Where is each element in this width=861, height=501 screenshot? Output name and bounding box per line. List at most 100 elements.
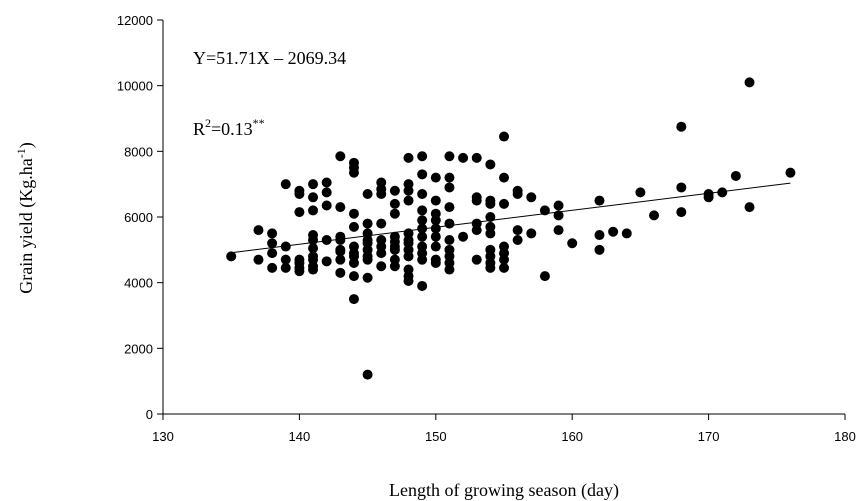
point (376, 261, 387, 272)
point (321, 187, 332, 198)
point (403, 185, 414, 196)
point (485, 228, 496, 239)
point (717, 187, 728, 198)
point (348, 221, 359, 232)
point (499, 198, 509, 209)
y-tick-label: 4000 (124, 276, 153, 291)
point (567, 238, 578, 249)
x-tick-label: 150 (425, 429, 447, 444)
point (471, 225, 482, 236)
point (499, 131, 509, 142)
point (621, 228, 632, 239)
point (267, 248, 278, 259)
y-tick-label: 2000 (124, 341, 153, 356)
point (308, 264, 319, 275)
point (280, 179, 291, 190)
point (458, 231, 469, 242)
point (253, 225, 264, 236)
point (553, 225, 564, 236)
point (430, 172, 441, 183)
point (294, 189, 305, 200)
y-label-main: Grain yield (Kg.ha (16, 158, 37, 293)
point (403, 251, 414, 262)
point (403, 276, 414, 287)
point (362, 272, 373, 283)
y-tick-label: 6000 (124, 210, 153, 225)
point (785, 167, 796, 178)
x-axis-label: Length of growing season (day) (389, 480, 619, 501)
point (417, 169, 428, 180)
r-exponent: 2 (205, 116, 211, 130)
point (321, 200, 332, 211)
point (703, 192, 714, 203)
x-tick-label: 180 (834, 429, 856, 444)
equation: Y=51.71X – 2069.34 (193, 48, 346, 68)
point (403, 195, 414, 206)
point (430, 241, 441, 252)
point (485, 159, 496, 170)
point (430, 215, 441, 226)
point (471, 152, 482, 163)
point (294, 207, 305, 218)
point (389, 198, 400, 209)
point (348, 271, 359, 282)
point (730, 170, 741, 181)
x-tick-label: 160 (561, 429, 583, 444)
point (226, 251, 237, 262)
point (539, 271, 550, 282)
point (280, 241, 291, 252)
point (417, 205, 428, 216)
point (594, 244, 605, 255)
point (744, 202, 755, 213)
point (389, 185, 400, 196)
r-squared: R2=0.13** (193, 116, 265, 139)
point (444, 234, 455, 245)
point (744, 77, 755, 88)
point (485, 198, 496, 209)
point (321, 256, 332, 267)
point (594, 195, 605, 206)
y-tick-label: 8000 (124, 144, 153, 159)
point (444, 202, 455, 213)
point (649, 210, 660, 221)
point (430, 195, 441, 206)
point (294, 266, 305, 277)
point (444, 151, 455, 162)
y-axis-label: Grain yield (Kg.ha-1) (14, 142, 37, 293)
point (526, 228, 537, 239)
point (308, 179, 319, 190)
point (362, 189, 373, 200)
point (280, 262, 291, 273)
point (348, 257, 359, 268)
point (403, 152, 414, 163)
point (308, 205, 319, 216)
point (376, 218, 387, 229)
point (512, 225, 523, 236)
point (485, 262, 496, 273)
point (458, 152, 469, 163)
x-tick-label: 170 (698, 429, 720, 444)
point (348, 167, 359, 178)
point (389, 244, 400, 255)
point (417, 215, 428, 226)
point (499, 262, 509, 273)
point (676, 182, 687, 193)
point (417, 231, 428, 242)
point (512, 189, 523, 200)
x-tick-label: 140 (289, 429, 311, 444)
point (553, 200, 564, 211)
point (308, 243, 319, 254)
point (444, 172, 455, 183)
point (417, 280, 428, 291)
point (594, 230, 605, 241)
point (444, 264, 455, 275)
point (321, 177, 332, 188)
point (335, 254, 346, 265)
point (348, 208, 359, 219)
point (676, 207, 687, 218)
y-tick-label: 10000 (117, 79, 153, 94)
point (635, 187, 646, 198)
point (389, 208, 400, 219)
